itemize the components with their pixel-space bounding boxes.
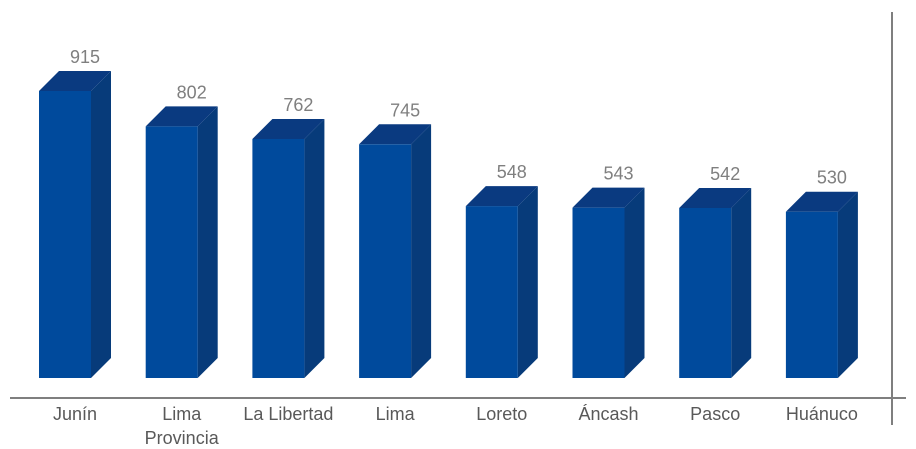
bar [39,70,111,378]
bar-front-face [785,211,838,378]
bar-front-face [252,138,305,378]
bar-front-face [145,126,198,378]
bar-side-face [304,118,325,378]
x-tick-label: La Libertad [243,404,333,424]
x-tick-label: Pasco [690,404,740,424]
bar-side-face [411,124,432,378]
data-label: 745 [390,100,420,120]
bar-side-face [197,106,218,378]
bar-top-face [465,186,538,207]
bar-side-face [837,191,858,378]
bar-side-face [91,70,111,378]
bar [785,191,858,378]
bar-front-face [679,207,732,378]
x-tick-label: Áncash [578,404,638,424]
bar [252,118,325,378]
bar-front-face [359,144,412,378]
data-label: 542 [710,164,740,184]
category-labels-group: Junín Lima Provincia La Libertad Lima Loreto Á… [53,404,858,448]
x-tick-label: Junín [53,404,97,424]
bar-top-face [359,124,432,145]
bar [359,124,432,378]
bar-front-face [572,207,625,378]
bar-front-face [39,90,91,378]
data-label: 530 [817,168,847,188]
bar-top-face [785,191,858,212]
x-tick-label: Loreto [476,404,527,424]
data-label: 915 [70,47,100,67]
bars-group [39,70,858,378]
data-label: 543 [603,164,633,184]
bar-side-face [517,186,538,378]
bar-top-face [679,187,752,208]
bar [465,186,538,378]
bar-top-face [252,118,325,139]
value-labels-group: 915 802 762 745 548 543 542 530 [70,47,847,188]
bar [145,106,218,378]
data-label: 548 [497,162,527,182]
bar-top-face [572,187,645,208]
bar [572,187,645,378]
bar-front-face [465,206,518,378]
bar-top-face [145,106,218,127]
data-label: 762 [283,95,313,115]
bar [679,187,752,378]
bar-top-face [39,70,111,91]
data-label: 802 [177,82,207,102]
bar-side-face [624,187,645,378]
x-tick-label: Lima [376,404,416,424]
bar-side-face [731,187,752,378]
x-tick-label: Huánuco [786,404,858,424]
x-tick-label: Lima Provincia [145,404,220,448]
